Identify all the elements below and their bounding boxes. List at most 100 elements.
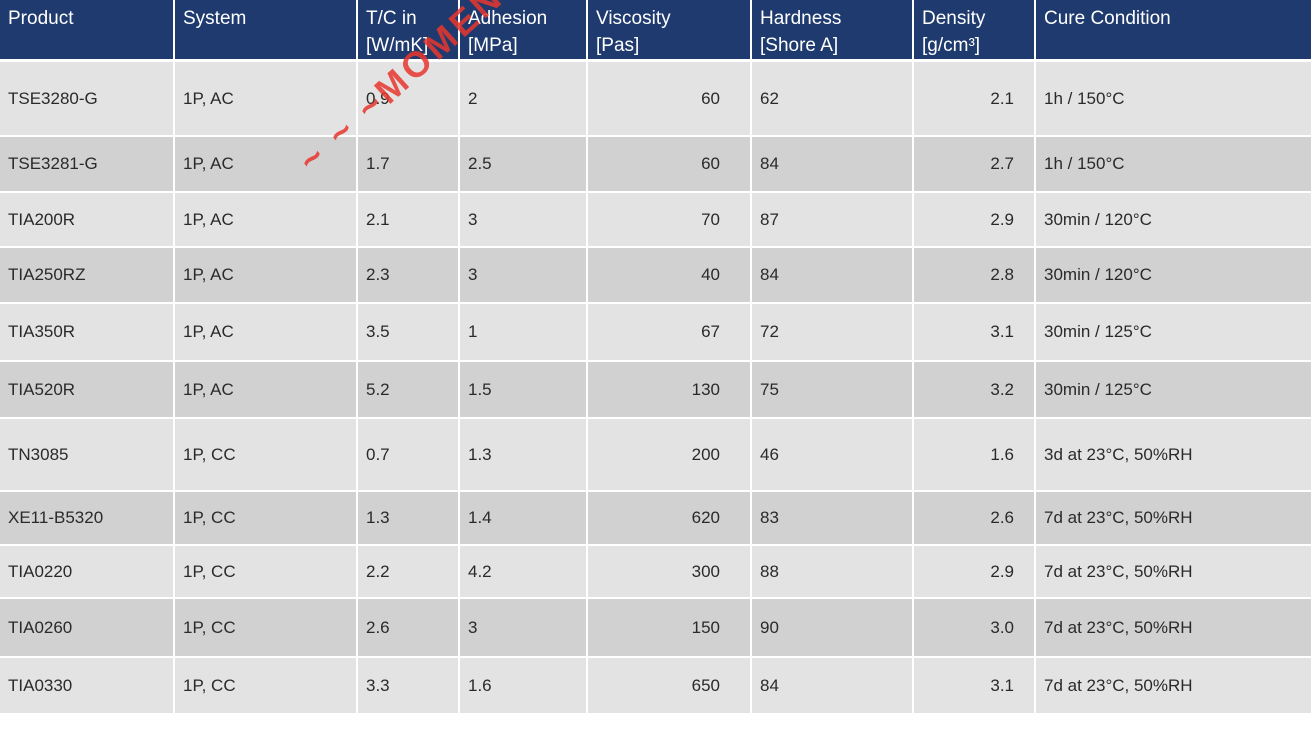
table-cell: 2.2 [358, 546, 460, 599]
table-cell: XE11-B5320 [0, 492, 175, 546]
table-cell: 3.1 [914, 304, 1036, 362]
table-cell: 3.3 [358, 658, 460, 715]
table-cell: 0.7 [358, 419, 460, 492]
table-cell: 2.1 [358, 193, 460, 248]
column-header-label: Adhesion [468, 8, 548, 29]
table-cell: 2.9 [914, 193, 1036, 248]
table-cell: 2.6 [358, 599, 460, 658]
table-cell: 3.2 [914, 362, 1036, 419]
table-cell: 300 [588, 546, 752, 599]
table-cell: 7d at 23°C, 50%RH [1036, 658, 1313, 715]
table-row: XE11-B5320 1P, CC 1.3 1.4 620 83 2.6 7d at 23°C… [0, 492, 1313, 546]
table-cell: 1P, AC [175, 193, 358, 248]
table-cell: 46 [752, 419, 914, 492]
table-cell: TIA0260 [0, 599, 175, 658]
table-cell: TSE3280-G [0, 62, 175, 137]
table-cell: 30min / 120°C [1036, 193, 1313, 248]
column-header-unit: [g/cm³] [922, 35, 981, 56]
table-row: TIA520R 1P, AC 5.2 1.5 130 75 3.2 30min / 125°C [0, 362, 1313, 419]
table-cell: TN3085 [0, 419, 175, 492]
table-cell: 0.9 [358, 62, 460, 137]
column-header-label: Cure Condition [1044, 8, 1171, 29]
table-row: TIA200R 1P, AC 2.1 3 70 87 2.9 30min / 120°C [0, 193, 1313, 248]
table-cell: 150 [588, 599, 752, 658]
table-cell: 40 [588, 248, 752, 304]
column-header-unit: [W/mK] [366, 35, 429, 56]
column-header: Hardness [Shore A] [752, 0, 914, 62]
table-cell: 62 [752, 62, 914, 137]
table-cell: 620 [588, 492, 752, 546]
table-cell: 2.5 [460, 137, 588, 193]
table-row: TIA0220 1P, CC 2.2 4.2 300 88 2.9 7d at 23°C, 5… [0, 546, 1313, 599]
table-cell: 1 [460, 304, 588, 362]
table-cell: 1.4 [460, 492, 588, 546]
table-cell: TIA350R [0, 304, 175, 362]
table-cell: TIA250RZ [0, 248, 175, 304]
table-cell: 3.1 [914, 658, 1036, 715]
table-cell: 2.7 [914, 137, 1036, 193]
column-header: Product [0, 0, 175, 62]
table-cell: 1P, CC [175, 658, 358, 715]
table-row: TIA250RZ 1P, AC 2.3 3 40 84 2.8 30min / 120°C [0, 248, 1313, 304]
table-cell: 4.2 [460, 546, 588, 599]
table-cell: 3 [460, 248, 588, 304]
table-cell: 2.9 [914, 546, 1036, 599]
table-cell: 3 [460, 599, 588, 658]
table-cell: 130 [588, 362, 752, 419]
table-cell: 1P, CC [175, 492, 358, 546]
table-cell: 1P, AC [175, 362, 358, 419]
table-cell: 84 [752, 137, 914, 193]
table-cell: 87 [752, 193, 914, 248]
table-cell: 3 [460, 193, 588, 248]
column-header-label: Density [922, 8, 986, 29]
table-cell: TIA520R [0, 362, 175, 419]
table-cell: TSE3281-G [0, 137, 175, 193]
column-header: Adhesion [MPa] [460, 0, 588, 62]
column-header: Cure Condition [1036, 0, 1313, 62]
column-header-label: Hardness [760, 8, 842, 29]
table-cell: 1h / 150°C [1036, 137, 1313, 193]
table-row: TIA0330 1P, CC 3.3 1.6 650 84 3.1 7d at 23°C, 5… [0, 658, 1313, 715]
table-cell: 1P, AC [175, 137, 358, 193]
table-cell: 2.6 [914, 492, 1036, 546]
table-cell: 200 [588, 419, 752, 492]
table-cell: 67 [588, 304, 752, 362]
column-header-label: System [183, 8, 247, 29]
table-cell: 75 [752, 362, 914, 419]
table-cell: TIA0220 [0, 546, 175, 599]
table-row: TIA0260 1P, CC 2.6 3 150 90 3.0 7d at 23°C, 50%… [0, 599, 1313, 658]
column-header: Density [g/cm³] [914, 0, 1036, 62]
table-row: TN3085 1P, CC 0.7 1.3 200 46 1.6 3d at 23°C, 50… [0, 419, 1313, 492]
table-cell: 2.8 [914, 248, 1036, 304]
table-cell: 90 [752, 599, 914, 658]
table-row: TSE3281-G 1P, AC 1.7 2.5 60 84 2.7 1h / 150°C [0, 137, 1313, 193]
table-cell: 3.0 [914, 599, 1036, 658]
table-cell: 88 [752, 546, 914, 599]
table-cell: 1P, CC [175, 419, 358, 492]
table-cell: 30min / 125°C [1036, 362, 1313, 419]
table-cell: 72 [752, 304, 914, 362]
table-cell: 1.5 [460, 362, 588, 419]
table-cell: 70 [588, 193, 752, 248]
table-cell: TIA0330 [0, 658, 175, 715]
column-header-unit: [Pas] [596, 35, 640, 56]
table-cell: 7d at 23°C, 50%RH [1036, 599, 1313, 658]
table-cell: 650 [588, 658, 752, 715]
table-cell: 1P, AC [175, 248, 358, 304]
table-body: TSE3280-G 1P, AC 0.9 2 60 62 2.1 1h / 150°C TSE3… [0, 62, 1313, 715]
table-cell: 7d at 23°C, 50%RH [1036, 546, 1313, 599]
product-spec-table: Product System T/C in [W/mK] Adhesion [MPa] Vi… [0, 0, 1313, 715]
table-cell: 1h / 150°C [1036, 62, 1313, 137]
table-cell: 1.6 [914, 419, 1036, 492]
column-header: Viscosity [Pas] [588, 0, 752, 62]
column-header-unit: [MPa] [468, 35, 518, 56]
table-cell: 30min / 120°C [1036, 248, 1313, 304]
column-header: T/C in [W/mK] [358, 0, 460, 62]
table-cell: 60 [588, 62, 752, 137]
table-cell: 7d at 23°C, 50%RH [1036, 492, 1313, 546]
column-header: System [175, 0, 358, 62]
table-cell: 1.7 [358, 137, 460, 193]
table-cell: 1.3 [460, 419, 588, 492]
table-cell: 2.3 [358, 248, 460, 304]
column-header-label: Viscosity [596, 8, 671, 29]
